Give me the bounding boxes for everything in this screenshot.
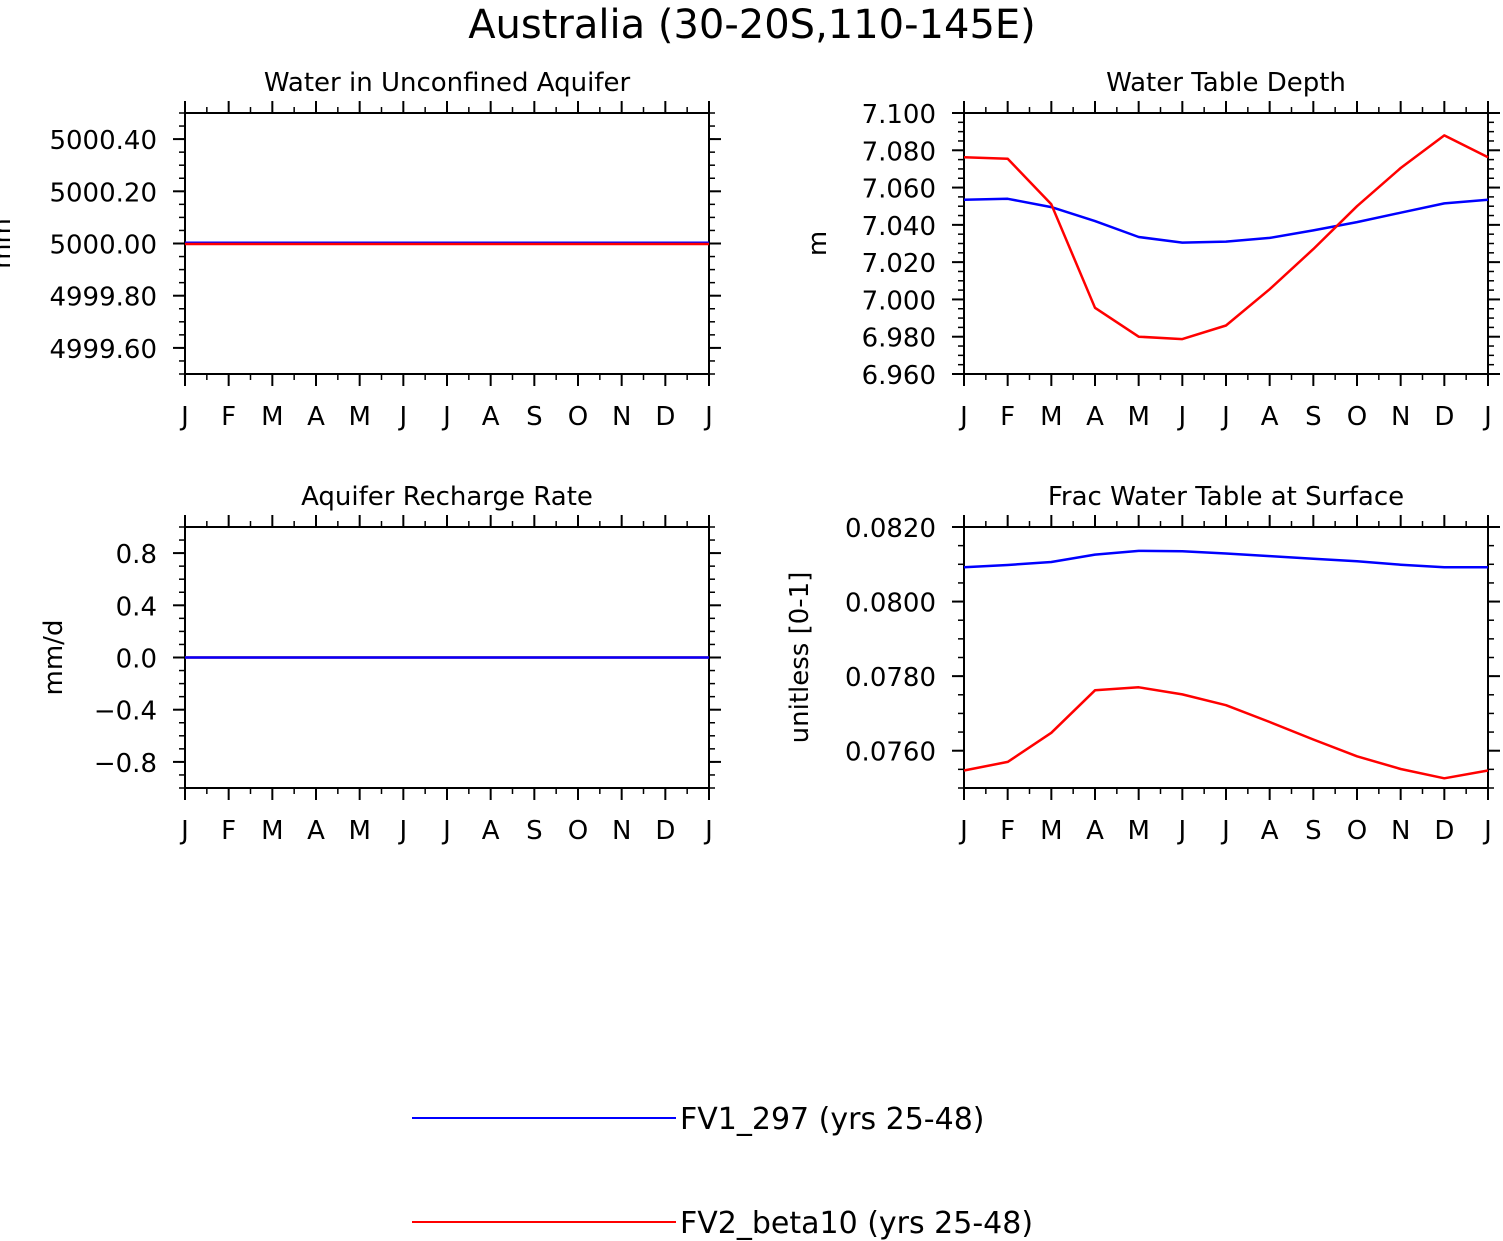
chart-2-ytick-label: −0.8 (94, 749, 157, 779)
chart-3-xtick-label: J (958, 816, 968, 846)
chart-1-ylabel: m (803, 231, 833, 256)
chart-0-ytick-label: 4999.60 (49, 335, 157, 365)
chart-3-ytick-label: 0.0760 (845, 738, 936, 768)
chart-1-xtick-label: D (1434, 402, 1454, 432)
chart-1-series-1-line (963, 134, 1489, 341)
chart-2-xtick-label: D (655, 816, 675, 846)
chart-1-xtick-label: N (1391, 402, 1410, 432)
chart-1-xtick-label: F (1000, 402, 1015, 432)
chart-0-ytick-label: 5000.20 (49, 178, 157, 208)
chart-2-xtick-label: J (441, 816, 451, 846)
panel-water-table-depth: J F M A M J J A S O N D J6.9606.9807.0007.0207.0407.… (803, 68, 1500, 432)
chart-2-ytick-label: 0.8 (116, 540, 157, 570)
chart-3-xtick-label: F (1000, 816, 1015, 846)
chart-1-frame (963, 112, 1489, 375)
figure-title: Australia (30-20S,110-145E) (468, 2, 1036, 48)
chart-0-xtick-label: J (441, 402, 451, 432)
chart-1-xtick-label: J (958, 402, 968, 432)
chart-2-xtick-label: J (703, 816, 713, 846)
chart-0-xtick-label: N (612, 402, 631, 432)
chart-3-series-1-line (963, 686, 1489, 780)
chart-0-title: Water in Unconfined Aquifer (264, 68, 631, 98)
chart-2-xtick-label: N (612, 816, 631, 846)
chart-2-xtick-label: M (261, 816, 283, 846)
chart-1-ytick-label: 7.060 (862, 175, 936, 205)
chart-0-xtick-label: J (397, 402, 407, 432)
chart-0-xtick-label: F (221, 402, 236, 432)
chart-1-xtick-label: J (1220, 402, 1230, 432)
chart-1-xtick-label: M (1127, 402, 1149, 432)
chart-3-xtick-label: J (1482, 816, 1492, 846)
chart-1-ytick-label: 7.040 (862, 212, 936, 242)
chart-0-ylabel: mm (0, 218, 17, 269)
chart-2-ytick-label: 0.4 (116, 592, 157, 622)
chart-0-ytick-label: 4999.80 (49, 283, 157, 313)
chart-3-xtick-label: O (1347, 816, 1367, 846)
chart-0-ytick-label: 5000.40 (49, 126, 157, 156)
chart-3-xtick-label: A (1261, 816, 1279, 846)
chart-2-ytick-label: 0.0 (116, 645, 157, 675)
chart-3-ytick-label: 0.0820 (845, 514, 936, 544)
chart-2-xtick-label: S (526, 816, 543, 846)
chart-1-series-0-line (963, 197, 1489, 244)
chart-2-xtick-label: A (307, 816, 325, 846)
chart-1-ytick-label: 6.960 (862, 361, 936, 391)
chart-3-series-0-line (963, 549, 1488, 569)
panel-frac-water-table-at-surface: J F M A M J J A S O N D J0.07600.07800.08000.0820Fra… (785, 482, 1500, 846)
chart-0-xtick-label: J (179, 402, 189, 432)
chart-1-xtick-label: J (1176, 402, 1186, 432)
chart-3-xtick-label: A (1086, 816, 1104, 846)
legend-label-fv2: FV2_beta10 (yrs 25-48) (680, 1206, 1033, 1241)
chart-3-xtick-label: D (1434, 816, 1454, 846)
chart-1-ytick-label: 7.100 (862, 100, 936, 130)
chart-0-xtick-label: J (703, 402, 713, 432)
chart-0-xtick-label: O (568, 402, 588, 432)
chart-1-ytick-label: 7.000 (862, 286, 936, 316)
legend-label-fv1: FV1_297 (yrs 25-48) (680, 1102, 985, 1137)
chart-3-ytick-label: 0.0780 (845, 663, 936, 693)
chart-2-xtick-label: F (221, 816, 236, 846)
chart-0-xtick-label: A (307, 402, 325, 432)
chart-1-xtick-label: A (1086, 402, 1104, 432)
chart-3-xtick-label: J (1220, 816, 1230, 846)
chart-2-ytick-label: −0.4 (94, 697, 157, 727)
chart-1-ytick-label: 7.080 (862, 137, 936, 167)
chart-1-xtick-label: O (1347, 402, 1367, 432)
chart-0-xtick-label: M (348, 402, 370, 432)
chart-1-title: Water Table Depth (1106, 68, 1346, 98)
chart-2-title: Aquifer Recharge Rate (301, 482, 593, 512)
chart-0-xtick-label: M (261, 402, 283, 432)
chart-2-xtick-label: A (482, 816, 500, 846)
chart-1-xtick-label: A (1261, 402, 1279, 432)
chart-2-ylabel: mm/d (39, 620, 69, 696)
chart-1-xtick-label: J (1482, 402, 1492, 432)
chart-1-xtick-label: M (1040, 402, 1062, 432)
chart-3-xtick-label: M (1127, 816, 1149, 846)
chart-1-xtick-label: S (1305, 402, 1322, 432)
chart-2-xtick-label: O (568, 816, 588, 846)
chart-0-xtick-label: A (482, 402, 500, 432)
chart-1-ytick-label: 7.020 (862, 249, 936, 279)
panel-water-in-unconfined-aquifer: J F M A M J J A S O N D J4999.604999.805000.005000.2… (0, 68, 721, 432)
chart-3-xtick-label: S (1305, 816, 1322, 846)
chart-2-xtick-label: J (397, 816, 407, 846)
chart-3-ytick-label: 0.0800 (845, 589, 936, 619)
chart-0-xtick-label: S (526, 402, 543, 432)
chart-3-title: Frac Water Table at Surface (1048, 482, 1404, 512)
chart-2-xtick-label: J (179, 816, 189, 846)
chart-3-xtick-label: J (1176, 816, 1186, 846)
chart-0-xtick-label: D (655, 402, 675, 432)
chart-1-ytick-label: 6.980 (862, 324, 936, 354)
chart-3-ylabel: unitless [0-1] (785, 572, 815, 744)
chart-3-xtick-label: M (1040, 816, 1062, 846)
chart-3-xtick-label: N (1391, 816, 1410, 846)
legend: FV1_297 (yrs 25-48) FV2_beta10 (yrs 25-4… (412, 1102, 1033, 1241)
chart-0-ytick-label: 5000.00 (49, 231, 157, 261)
chart-2-xtick-label: M (348, 816, 370, 846)
